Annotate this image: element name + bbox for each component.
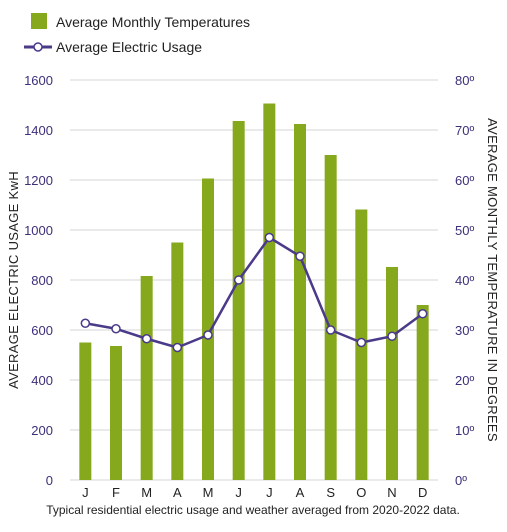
- temperature-bar: [110, 346, 122, 480]
- left-tick-label: 600: [31, 323, 53, 338]
- usage-point: [264, 232, 275, 243]
- temperature-bar: [294, 124, 306, 480]
- right-tick-label: 50º: [455, 223, 474, 238]
- usage-points: [80, 232, 428, 353]
- legend-line-marker: [33, 42, 43, 52]
- chart-caption: Typical residential electric usage and w…: [46, 503, 460, 517]
- temperature-bar: [386, 267, 398, 480]
- x-tick-label: N: [387, 485, 396, 500]
- left-tick-label: 0: [46, 473, 53, 488]
- x-tick-label: J: [266, 485, 273, 500]
- usage-line-path: [85, 236, 424, 349]
- left-axis-title: AVERAGE ELECTRIC USAGE KwH: [6, 171, 21, 389]
- x-tick-label: J: [82, 485, 89, 500]
- right-tick-label: 60º: [455, 173, 474, 188]
- x-tick-label: F: [112, 485, 120, 500]
- right-tick-label: 80º: [455, 73, 474, 88]
- temperature-bar: [140, 276, 153, 480]
- right-tick-label: 10º: [455, 423, 474, 438]
- legend-line-label: Average Electric Usage: [56, 39, 202, 55]
- usage-point: [417, 309, 428, 319]
- left-tick-label: 800: [31, 273, 53, 288]
- temperature-bar: [232, 121, 245, 480]
- left-tick-label: 400: [31, 373, 53, 388]
- x-tick-label: D: [418, 485, 427, 500]
- right-tick-label: 70º: [455, 123, 474, 138]
- temperature-bar: [263, 103, 276, 480]
- left-tick-label: 1000: [24, 223, 53, 238]
- temperature-bar: [324, 155, 337, 480]
- bars: [79, 103, 429, 480]
- right-tick-label: 20º: [455, 373, 474, 388]
- right-axis-ticks: 0º 10º 20º 30º 40º 50º 60º 70º 80º: [455, 73, 474, 488]
- x-tick-label: S: [326, 485, 335, 500]
- right-tick-label: 40º: [455, 273, 474, 288]
- usage-point: [111, 324, 121, 334]
- temperature-bar: [416, 305, 429, 480]
- usage-point: [233, 275, 244, 285]
- left-tick-label: 1200: [24, 173, 53, 188]
- right-tick-label: 0º: [455, 473, 467, 488]
- right-axis-title: AVERAGE MONTHLY TEMPERATURE IN DEGREES: [485, 118, 500, 442]
- x-tick-label: A: [296, 485, 305, 500]
- usage-point: [141, 334, 152, 344]
- legend-bar-swatch: [31, 13, 47, 29]
- x-tick-label: J: [235, 485, 242, 500]
- right-tick-label: 30º: [455, 323, 474, 338]
- temperature-bar: [202, 178, 214, 480]
- left-tick-label: 1400: [24, 123, 53, 138]
- temperature-bar: [171, 242, 184, 480]
- usage-point: [80, 318, 91, 328]
- left-tick-label: 200: [31, 423, 53, 438]
- gridlines: [70, 79, 438, 481]
- usage-line: [85, 236, 424, 349]
- legend-bar-label: Average Monthly Temperatures: [56, 14, 250, 30]
- usage-point: [387, 331, 397, 341]
- x-tick-label: M: [141, 485, 152, 500]
- x-tick-label: M: [203, 485, 214, 500]
- usage-point: [325, 325, 336, 335]
- left-axis-ticks: 0 200 400 600 800 1000 1200 1400 1600: [24, 73, 53, 488]
- temperature-bar: [79, 342, 92, 480]
- x-tick-label: A: [173, 485, 182, 500]
- usage-point: [172, 342, 183, 353]
- usage-point: [203, 330, 213, 340]
- usage-point: [295, 251, 305, 261]
- usage-point: [356, 337, 367, 348]
- left-tick-label: 1600: [24, 73, 53, 88]
- x-tick-label: O: [356, 485, 366, 500]
- legend: Average Monthly Temperatures Average Ele…: [24, 13, 250, 55]
